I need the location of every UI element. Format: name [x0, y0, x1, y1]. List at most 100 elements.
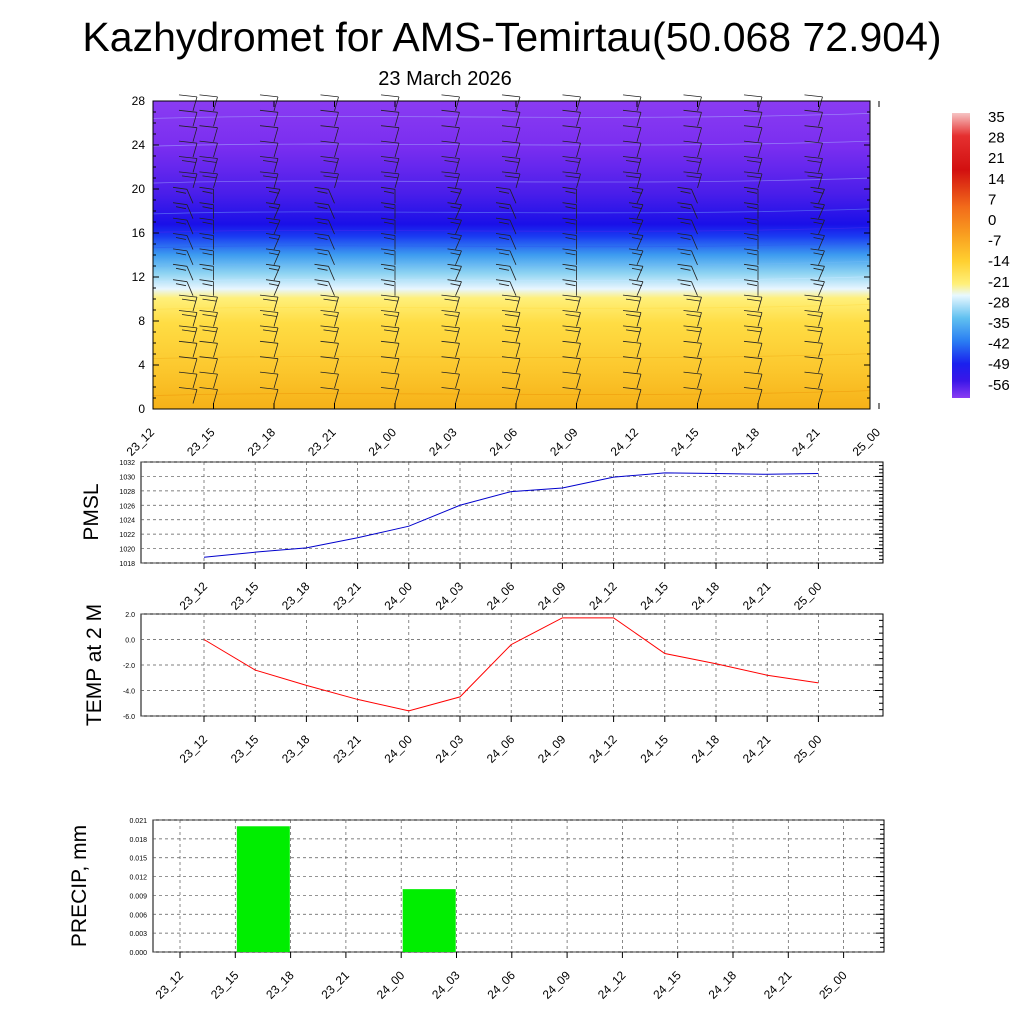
colorbar-label: -35: [988, 315, 1010, 332]
wind-barb: [636, 127, 642, 142]
wind-barb-flag: [199, 294, 218, 298]
wind-barb-flag: [628, 248, 644, 252]
wind-barb-flag: [743, 325, 763, 329]
wind-barb-flag: [265, 263, 281, 267]
wind-barb: [757, 96, 763, 112]
wind-barb-flag: [677, 202, 692, 206]
wind-barb-flag: [199, 263, 214, 267]
wind-barb-flag: [628, 279, 644, 283]
colorbar-label: -7: [988, 233, 1001, 250]
colorbar-label: -42: [988, 336, 1010, 353]
wind-barb-flag: [199, 387, 218, 390]
wind-barb-flag: [565, 160, 580, 163]
wind-barb-flag: [498, 190, 510, 194]
wind-barb: [455, 389, 460, 404]
x-tick-label: 23_12: [153, 968, 187, 1002]
wind-barb-flag: [628, 202, 644, 206]
wind-barb-flag: [259, 371, 279, 375]
y-tick-label: 2.0: [125, 612, 135, 619]
wind-barb-flag: [804, 387, 823, 390]
wind-barb-flag: [631, 190, 643, 194]
contour-line: [152, 177, 871, 184]
wind-barb: [818, 358, 823, 373]
wind-barb-flag: [565, 206, 576, 210]
x-tick-label: 24_03: [429, 968, 463, 1002]
wind-barb: [515, 343, 521, 358]
wind-barb-flag: [562, 156, 581, 159]
wind-barb-flag: [631, 206, 643, 210]
wind-barb-flag: [680, 252, 691, 256]
wind-barb: [576, 312, 581, 327]
x-tick-label: 23_15: [208, 968, 242, 1002]
wind-barb-flag: [181, 160, 197, 163]
y-tick-label: -4.0: [123, 689, 135, 696]
wind-barb-flag: [565, 221, 576, 225]
wind-barb-flag: [631, 237, 643, 240]
wind-barb: [576, 343, 581, 358]
y-tick-label: 0.021: [129, 818, 147, 825]
y-tick-label: 0.0: [125, 638, 135, 645]
x-tick-label: 24_12: [586, 732, 620, 766]
precip-ylabel: PRECIP, mm: [68, 825, 91, 947]
y-tick-label: 4: [138, 358, 145, 372]
wind-barb: [818, 96, 823, 112]
wind-barb: [273, 373, 279, 389]
wind-barb-flag: [380, 325, 400, 329]
wind-barb-flag: [807, 314, 822, 317]
wind-barb-flag: [259, 125, 279, 129]
wind-barb-flag: [501, 325, 521, 329]
wind-barb-flag: [202, 329, 217, 333]
wind-barbs: [172, 94, 825, 404]
wind-barb: [192, 343, 198, 358]
wind-barb: [455, 96, 460, 112]
wind-barb: [213, 158, 218, 173]
wind-barb-flag: [444, 298, 459, 302]
wind-barb-flag: [565, 314, 580, 317]
colorbar-label: -21: [988, 274, 1010, 291]
wind-barb-flag: [562, 294, 581, 298]
y-tick-label: 0.018: [129, 837, 147, 844]
wind-barb-flag: [622, 387, 642, 390]
wind-barb: [757, 127, 763, 142]
wind-barb-flag: [383, 190, 395, 194]
x-tick-label: 24_18: [689, 579, 723, 613]
wind-barb-flag: [807, 298, 822, 302]
wind-barb-flag: [199, 248, 214, 252]
wind-barb: [576, 373, 581, 389]
wind-barb-flag: [562, 109, 581, 113]
wind-barb-flag: [562, 356, 581, 360]
wind-barb-flag: [447, 186, 462, 190]
wind-barb: [334, 173, 339, 189]
wind-barb-flag: [686, 175, 701, 179]
wind-barb-flag: [317, 252, 328, 256]
x-tick-label: 23_21: [319, 968, 353, 1002]
wind-barb-flag: [383, 314, 399, 317]
wind-barb: [697, 112, 702, 127]
wind-barb-flag: [441, 125, 460, 129]
wind-barb-flag: [199, 310, 218, 313]
wind-barb-flag: [686, 314, 701, 317]
wind-barb-flag: [314, 217, 329, 221]
wind-barb-flag: [622, 171, 642, 175]
wind-barb: [697, 173, 702, 189]
wind-barb-flag: [622, 109, 642, 113]
wind-barb-flag: [622, 140, 642, 144]
wind-barb-flag: [178, 340, 198, 344]
wind-barb-flag: [680, 190, 691, 194]
wind-barb: [328, 266, 335, 281]
wind-barb-flag: [804, 140, 823, 144]
wind-barb-flag: [622, 325, 642, 329]
wind-barb: [186, 189, 194, 204]
wind-barb: [636, 343, 642, 358]
wind-barb-flag: [320, 310, 339, 313]
x-tick-label: 23_12: [177, 732, 211, 766]
wind-barb-flag: [495, 186, 511, 190]
y-tick-label: 1028: [119, 489, 135, 496]
contour-line: [152, 226, 871, 233]
wind-barb: [192, 296, 198, 312]
wind-barb-flag: [199, 325, 218, 329]
wind-barb: [576, 327, 581, 343]
wind-barb-flag: [450, 267, 461, 271]
wind-barb-flag: [504, 175, 520, 179]
wind-barb-flag: [444, 160, 459, 163]
